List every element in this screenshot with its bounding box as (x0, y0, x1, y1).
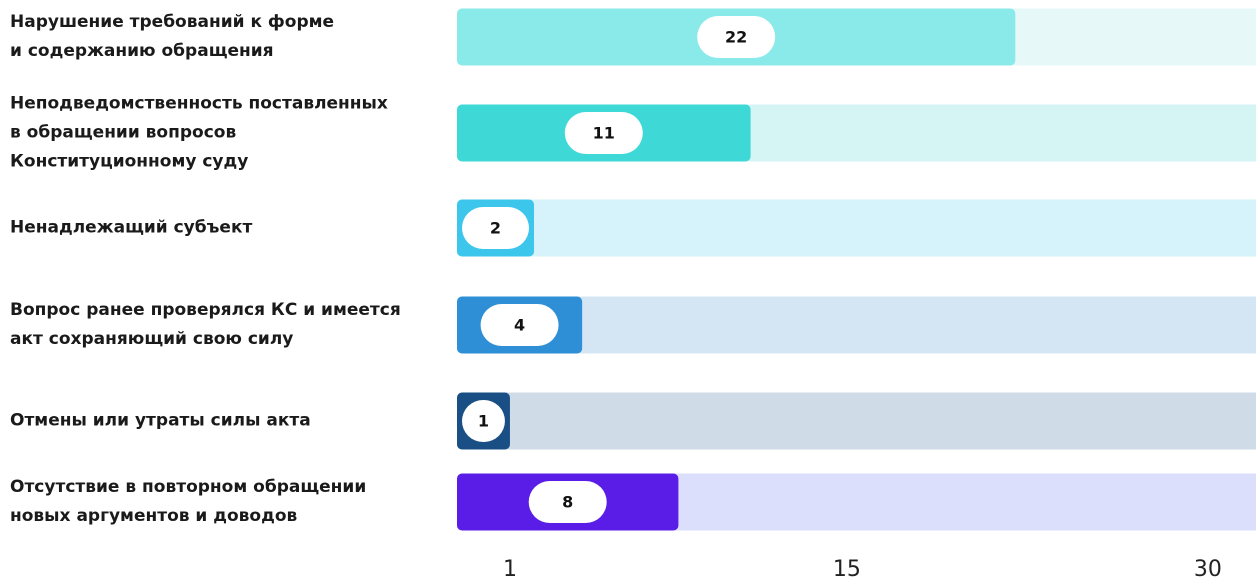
bar-track (457, 296, 1256, 354)
value-pill (697, 16, 776, 58)
category-label: Неподведомственность поставленных в обра… (10, 93, 388, 172)
category-label: Вопрос ранее проверялся КС и имеется акт… (10, 300, 401, 349)
bar-track (457, 392, 1256, 450)
category-label: Нарушение требований к форме и содержани… (10, 12, 335, 61)
value-pill (462, 207, 530, 249)
value-pill (528, 481, 607, 523)
value-label: 8 (562, 493, 573, 512)
x-tick-label: 30 (1194, 557, 1222, 582)
category-label: Ненадлежащий субъект (10, 217, 253, 238)
x-tick-label: 15 (833, 557, 861, 582)
value-label: 22 (725, 28, 747, 47)
category-label: Отмены или утраты силы акта (10, 410, 311, 431)
x-tick-label: 1 (503, 557, 517, 582)
value-label: 11 (593, 124, 615, 143)
bar-track (457, 199, 1256, 257)
value-label: 2 (490, 219, 501, 238)
value-label: 4 (514, 316, 525, 335)
category-label: Отсутствие в повторном обращении новых а… (10, 477, 367, 526)
value-label: 1 (478, 412, 489, 431)
value-pill (462, 400, 505, 442)
value-pill (564, 112, 643, 154)
value-pill (480, 304, 559, 346)
